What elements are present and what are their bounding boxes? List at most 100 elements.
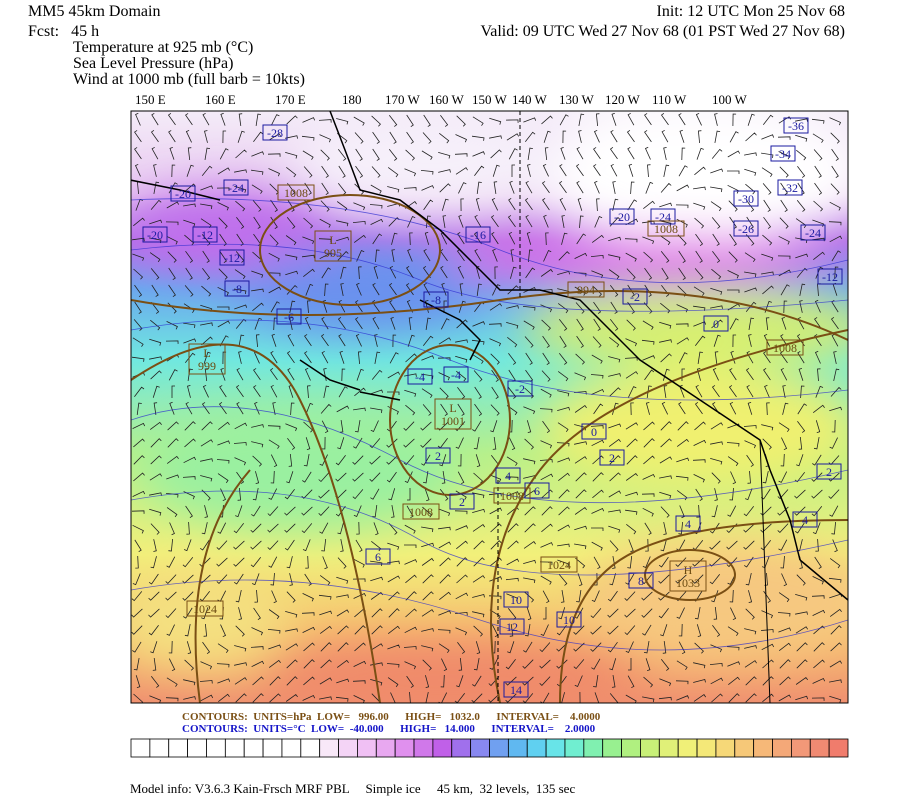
- temperature-label: -20: [147, 228, 163, 242]
- color-bar-cell: [507, 738, 528, 758]
- temperature-label: -4: [415, 370, 425, 384]
- temperature-field: [131, 111, 848, 703]
- temperature-label-box: [622, 288, 648, 305]
- temperature-label-box: [581, 423, 607, 440]
- model-info: Model info: V3.6.3 Kain-Frsch MRF PBL Si…: [130, 781, 575, 796]
- temperature-label-box: [423, 291, 449, 308]
- temperature-label-box: [599, 449, 625, 466]
- temperature-label: -28: [267, 126, 283, 140]
- temperature-label-box: [170, 185, 196, 202]
- longitude-label: 140 W: [512, 92, 548, 107]
- color-bar-cell: [394, 738, 415, 758]
- longitude-label: 150 E: [135, 92, 166, 107]
- temperature-label: -24: [805, 226, 821, 240]
- temperature-label: 2: [826, 465, 832, 479]
- color-bar-cell: [357, 738, 377, 758]
- temperature-label-box: [777, 179, 803, 196]
- temperature-label: -24: [228, 181, 244, 195]
- pressure-label: 1024: [547, 558, 571, 572]
- pressure-label: 1008: [654, 222, 678, 236]
- temperature-label: 2: [459, 495, 465, 509]
- temperature-label: -36: [788, 119, 804, 133]
- longitude-label: 160 E: [205, 92, 236, 107]
- temperature-label-box: [465, 226, 491, 243]
- temperature-label: 14: [510, 683, 522, 697]
- pressure-center-symbol: H: [684, 563, 693, 577]
- temperature-label-box: [816, 463, 842, 480]
- temperature-label: -30: [738, 192, 754, 206]
- temperature-label-box: [770, 145, 796, 162]
- temperature-label-box: [524, 482, 550, 499]
- temperature-label-box: [449, 493, 475, 510]
- temperature-label-box: [792, 511, 818, 528]
- longitude-label: 110 W: [652, 92, 687, 107]
- pressure-center-box: [314, 230, 352, 262]
- color-bar-cell: [658, 738, 679, 758]
- temperature-label-box: [503, 591, 529, 608]
- longitude-label: 180: [342, 92, 362, 107]
- color-bar-cell: [772, 738, 792, 758]
- pressure-contour-info: CONTOURS: UNITS=hPa LOW= 996.00 HIGH= 10…: [182, 711, 601, 723]
- init-time: Init: 12 UTC Mon 25 Nov 68: [657, 3, 845, 20]
- color-bar-cell: [224, 738, 245, 758]
- temperature-label-box: [365, 548, 391, 565]
- forecast-hour: Fcst: 45 h: [28, 23, 99, 40]
- temperature-label-box: [407, 368, 433, 385]
- temperature-label: 12: [506, 620, 518, 634]
- temperature-label-box: [503, 681, 529, 698]
- valid-time: Valid: 09 UTC Wed 27 Nov 68 (01 PST Wed …: [480, 23, 845, 40]
- color-bar-cell: [243, 738, 264, 758]
- color-bar-cell: [338, 738, 358, 758]
- pressure-center-value: 1001: [441, 414, 465, 428]
- longitude-label: 170 E: [275, 92, 306, 107]
- temperature-label: 6: [375, 550, 381, 564]
- color-bar-cell: [526, 738, 547, 758]
- color-bar-cell: [715, 738, 736, 758]
- temperature-label-box: [703, 315, 729, 332]
- temperature-contour-info: CONTOURS: UNITS=°C LOW= -40.000 HIGH= 14…: [182, 723, 596, 735]
- pressure-center-box: [669, 560, 707, 592]
- temperature-label-box: [783, 117, 809, 134]
- color-bar-cell: [281, 738, 302, 758]
- pressure-label-box: [540, 556, 578, 573]
- temperature-label-box: [262, 124, 288, 141]
- longitude-label: 130 W: [559, 92, 595, 107]
- color-bar-cell: [149, 738, 170, 758]
- domain-title: MM5 45km Domain: [28, 3, 160, 20]
- longitude-label: 170 W: [385, 92, 421, 107]
- color-bar-cell: [602, 738, 622, 758]
- temperature-label-box: [628, 572, 654, 589]
- color-bar-cell: [696, 738, 717, 758]
- pressure-label: 1024: [193, 602, 217, 616]
- temperature-label: 0: [713, 317, 719, 331]
- temperature-label: 0: [591, 425, 597, 439]
- pressure-center-symbol: L: [203, 346, 210, 360]
- temperature-label: 10: [563, 613, 575, 627]
- temperature-label: -2: [630, 290, 640, 304]
- pressure-label-box: [766, 339, 804, 356]
- temperature-label: -20: [175, 187, 191, 201]
- field-temperature: Temperature at 925 mb (°C): [73, 39, 253, 56]
- temperature-label-box: [219, 249, 245, 266]
- color-bar-cell: [413, 738, 434, 758]
- temperature-label: -8: [431, 293, 441, 307]
- color-bar-cell: [489, 738, 509, 758]
- color-bar-cell: [790, 738, 811, 758]
- longitude-label: 150 W: [472, 92, 508, 107]
- color-bar-cell: [300, 738, 321, 758]
- color-bar-cell: [545, 738, 566, 758]
- color-bar-cell: [734, 738, 755, 758]
- temperature-label: -26: [738, 222, 754, 236]
- temperature-label-box: [495, 467, 521, 484]
- pressure-label-box: [402, 503, 440, 520]
- temperature-label-box: [817, 268, 843, 285]
- temperature-label-box: [800, 224, 826, 241]
- temperature-label-box: [192, 226, 218, 243]
- temperature-label: -6: [284, 310, 294, 324]
- color-bar-cell: [677, 738, 698, 758]
- temperature-label-box: [224, 280, 250, 297]
- pressure-center-symbol: L: [329, 233, 336, 247]
- color-bar-cell: [564, 738, 585, 758]
- temperature-label-box: [675, 515, 701, 532]
